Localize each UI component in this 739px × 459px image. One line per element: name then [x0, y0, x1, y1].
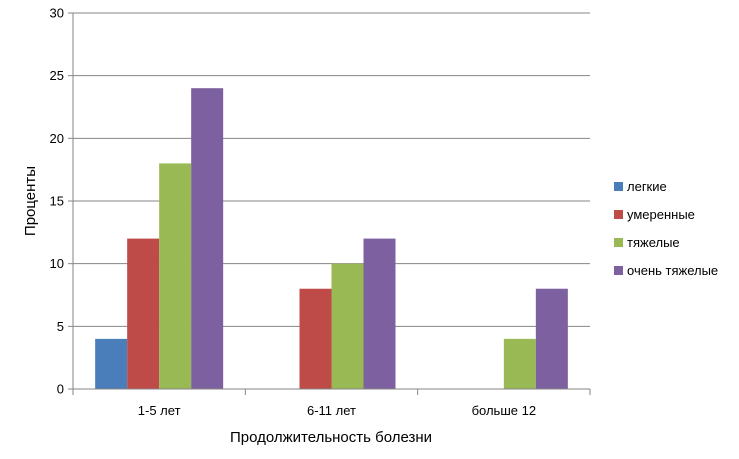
legend-swatch [614, 210, 623, 219]
y-tick-label: 0 [57, 382, 64, 397]
bar-3-3 [503, 338, 536, 389]
bars [95, 88, 568, 389]
bar-4-1 [191, 88, 224, 389]
bar-2-2 [299, 288, 332, 389]
x-tick-label: больше 12 [472, 403, 536, 418]
y-tick-label: 5 [57, 319, 64, 334]
legend-label: умеренные [627, 207, 695, 222]
bar-4-3 [535, 288, 568, 389]
bar-4-2 [363, 238, 396, 389]
x-tick-label: 6-11 лет [307, 403, 356, 418]
bar-2-1 [127, 238, 160, 389]
y-tick-label: 25 [50, 68, 64, 83]
legend-label: легкие [627, 179, 667, 194]
axes [68, 12, 591, 395]
bar-3-1 [159, 163, 192, 389]
legend-label: тяжелые [627, 235, 680, 250]
y-axis-title: Проценты [22, 166, 39, 236]
tick-labels: 0 5 10 15 20 25 30 1-5 лет 6-11 лет больше 12 [50, 6, 537, 419]
legend-swatch [614, 238, 623, 247]
y-tick-label: 10 [50, 256, 64, 271]
bar-1-1 [95, 338, 128, 389]
y-tick-label: 15 [50, 194, 64, 209]
x-tick-label: 1-5 лет [138, 403, 181, 418]
legend-swatch [614, 266, 623, 275]
y-tick-label: 30 [50, 6, 64, 21]
legend: легкие умеренные тяжелые очень тяжелые [614, 179, 718, 278]
bar-3-2 [331, 263, 364, 389]
legend-label: очень тяжелые [627, 263, 718, 278]
x-axis-title: Продолжительность болезни [230, 429, 432, 446]
legend-swatch [614, 182, 623, 191]
y-tick-label: 20 [50, 131, 64, 146]
